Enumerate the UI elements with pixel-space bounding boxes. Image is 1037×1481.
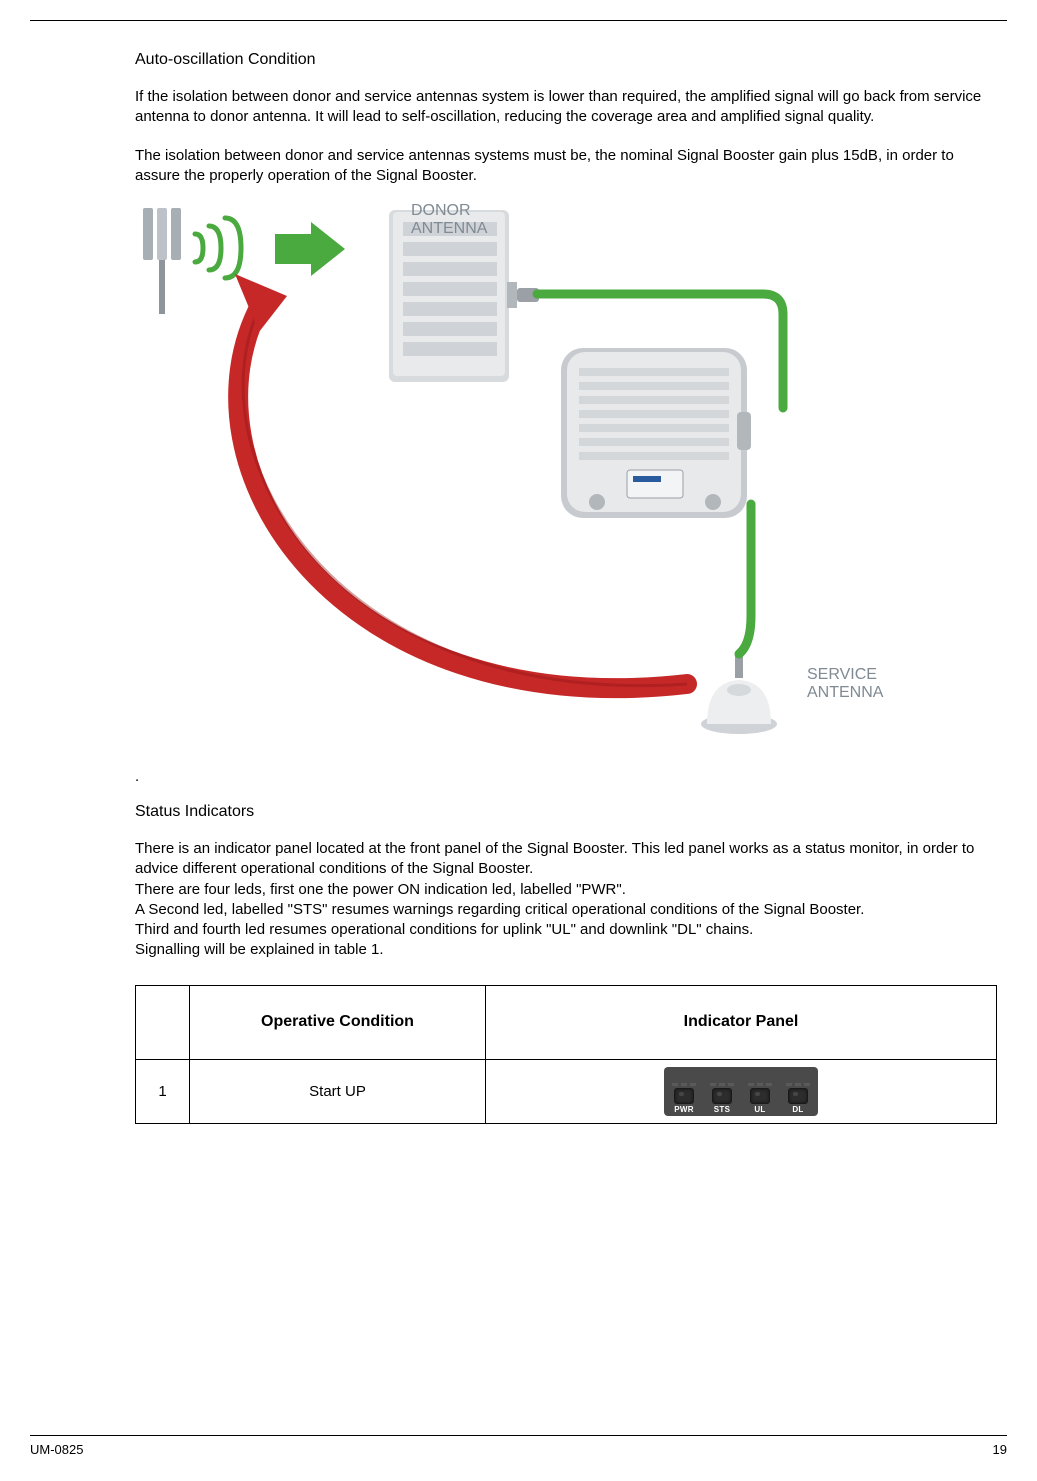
led-panel: PWR STS UL [664,1067,818,1116]
green-arrow-icon [275,222,345,276]
section2-p4: Third and fourth led resumes operational… [135,920,997,940]
led-label-dl: DL [792,1105,803,1114]
donor-antenna-label: DONOR ANTENNA [411,202,487,237]
oscillation-diagram: DONOR ANTENNA SERVICE ANTENNA [135,204,895,764]
signal-waves-icon [195,218,241,278]
led-pwr [674,1088,694,1104]
cell-panel: PWR STS UL [486,1059,997,1123]
table-header-row: Operative Condition Indicator Panel [136,985,997,1059]
led-item-dl: DL [786,1083,810,1114]
led-ul [750,1088,770,1104]
footer-page-number: 19 [993,1442,1007,1457]
led-sts [712,1088,732,1104]
led-label-pwr: PWR [674,1105,694,1114]
cell-condition: Start UP [190,1059,486,1123]
led-dl [788,1088,808,1104]
page: Auto-oscillation Condition If the isolat… [0,0,1037,1481]
led-item-ul: UL [748,1083,772,1114]
page-footer: UM-0825 19 [30,1435,1007,1457]
led-label-ul: UL [754,1105,765,1114]
top-rule [30,20,1007,21]
th-num [136,985,190,1059]
th-panel: Indicator Panel [486,985,997,1059]
section1-p1: If the isolation between donor and servi… [135,87,997,128]
service-antenna-label: SERVICE ANTENNA [807,666,883,701]
stray-period: . [135,768,997,785]
table-row: 1 Start UP PWR [136,1059,997,1123]
cell-num: 1 [136,1059,190,1123]
footer-doc-id: UM-0825 [30,1442,83,1457]
section2-p1: There is an indicator panel located at t… [135,839,997,880]
section2-p2: There are four leds, first one the power… [135,880,997,900]
section1-title: Auto-oscillation Condition [135,51,997,69]
section1-p2: The isolation between donor and service … [135,146,997,187]
led-label-sts: STS [714,1105,730,1114]
section2-title: Status Indicators [135,803,997,821]
signal-booster-icon [561,348,751,518]
led-item-sts: STS [710,1083,734,1114]
content-area: Auto-oscillation Condition If the isolat… [135,51,997,1124]
led-item-pwr: PWR [672,1083,696,1114]
th-condition: Operative Condition [190,985,486,1059]
section2-p3: A Second led, labelled "STS" resumes war… [135,900,997,920]
status-table: Operative Condition Indicator Panel 1 St… [135,985,997,1124]
cell-tower-icon [143,208,181,314]
section2-p5: Signalling will be explained in table 1. [135,940,997,960]
service-antenna-icon [701,656,777,734]
